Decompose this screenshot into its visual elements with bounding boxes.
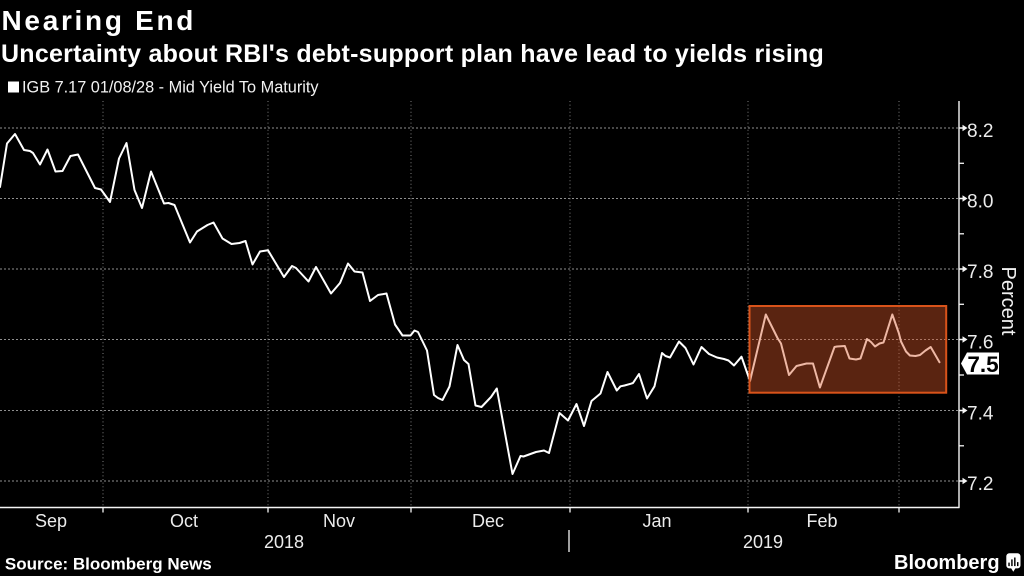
svg-text:7.4: 7.4 [967,404,994,425]
svg-text:Oct: Oct [170,511,198,531]
svg-text:Feb: Feb [806,511,837,531]
svg-text:2019: 2019 [743,532,783,552]
svg-text:7.2: 7.2 [967,474,993,495]
svg-text:Nov: Nov [323,511,355,531]
svg-text:Percent: Percent [997,267,1019,336]
svg-text:IGB 7.17 01/08/28 - Mid Yield: IGB 7.17 01/08/28 - Mid Yield To Maturit… [22,79,319,97]
svg-text:7.6: 7.6 [967,333,993,354]
svg-text:Dec: Dec [472,511,504,531]
svg-text:8.2: 8.2 [967,121,993,142]
svg-text:Sep: Sep [35,511,67,531]
svg-text:7.8: 7.8 [967,262,993,283]
svg-text:Jan: Jan [642,511,671,531]
svg-text:7.5: 7.5 [967,352,998,377]
svg-text:Source: Bloomberg News: Source: Bloomberg News [5,555,212,574]
svg-text:8.0: 8.0 [967,192,993,213]
svg-text:2018: 2018 [264,532,304,552]
svg-text:Bloomberg: Bloomberg [894,552,1000,574]
svg-text:Nearing End: Nearing End [2,5,197,36]
svg-text:Uncertainty about RBI's debt-s: Uncertainty about RBI's debt-support pla… [1,40,824,68]
